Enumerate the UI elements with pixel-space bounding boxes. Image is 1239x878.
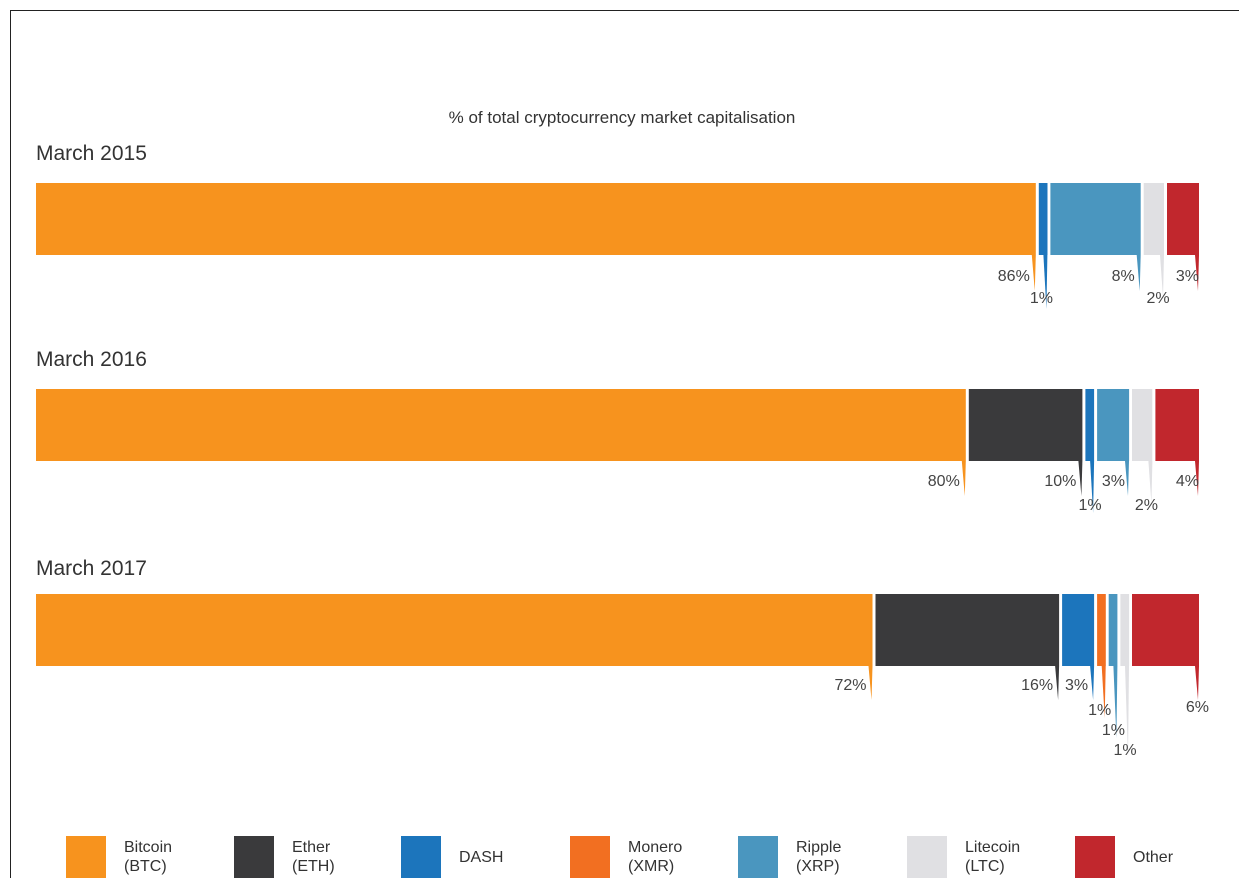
chart-frame (10, 10, 1239, 878)
data-label: 1% (1102, 722, 1125, 739)
data-label: 1% (1030, 290, 1053, 307)
legend-label: DASH (459, 849, 504, 866)
label-leader (1195, 461, 1199, 496)
data-label: 2% (1146, 290, 1169, 307)
bar-segment-monero-xmr (1097, 594, 1106, 666)
data-label: 6% (1186, 699, 1209, 716)
data-label: 1% (1088, 702, 1111, 719)
legend-swatch (907, 836, 947, 878)
label-leader (868, 666, 873, 700)
chart-legend: Bitcoin (BTC) Ether (ETH) DASH Monero (XMR)… (0, 830, 1239, 878)
category-label: March 2016 (36, 348, 147, 371)
bar-segment-ether-eth (968, 389, 1083, 461)
data-label: 3% (1176, 268, 1199, 285)
data-label: 3% (1102, 473, 1125, 490)
label-leader (1031, 255, 1036, 291)
label-leader (1195, 666, 1199, 700)
legend-label: Bitcoin (BTC) (124, 839, 173, 875)
category-label: March 2015 (36, 142, 147, 165)
legend-swatch (570, 836, 610, 878)
bar-segment-dash (1038, 183, 1048, 255)
label-leader (1043, 255, 1048, 309)
data-label: 1% (1079, 497, 1102, 514)
label-leader (1113, 666, 1118, 738)
category-label: March 2017 (36, 557, 147, 580)
bar-segment-bitcoin-btc (36, 183, 1036, 255)
chart-title: % of total cryptocurrency market capital… (449, 108, 796, 127)
data-label: 8% (1112, 268, 1135, 285)
legend-swatch (738, 836, 778, 878)
legend-swatch (234, 836, 274, 878)
label-leader (1090, 666, 1095, 700)
bar-segment-bitcoin-btc (36, 594, 873, 666)
data-label: 2% (1135, 497, 1158, 514)
bar-segment-ripple-xrp (1108, 594, 1118, 666)
data-label: 3% (1065, 677, 1088, 694)
stacked-bar-chart: % of total cryptocurrency market capital… (36, 108, 1209, 759)
label-leader (1090, 461, 1095, 513)
legend-swatch (401, 836, 441, 878)
label-leader (1125, 666, 1129, 758)
bar-segment-bitcoin-btc (36, 389, 966, 461)
data-label: 4% (1176, 473, 1199, 490)
label-leader (1125, 461, 1129, 496)
bar-segment-other (1155, 389, 1199, 461)
data-label: 1% (1113, 742, 1136, 759)
bar-segment-dash (1062, 594, 1095, 666)
label-leader (1078, 461, 1083, 496)
legend-label: Ether (ETH) (292, 839, 335, 875)
label-leader (1148, 461, 1153, 503)
bar-segment-ether-eth (875, 594, 1060, 666)
bar-segment-ripple-xrp (1097, 389, 1130, 461)
legend-label: Ripple (XRP) (796, 839, 842, 875)
bar-segment-other (1132, 594, 1199, 666)
bar-segment-litecoin-ltc (1143, 183, 1164, 255)
bar-segment-litecoin-ltc (1132, 389, 1153, 461)
data-label: 80% (928, 473, 960, 490)
legend-label: Litecoin (LTC) (965, 839, 1021, 875)
legend-swatch (66, 836, 106, 878)
label-leader (1195, 255, 1199, 291)
bar-segment-dash (1085, 389, 1095, 461)
label-leader (961, 461, 966, 496)
bar-segment-other (1167, 183, 1199, 255)
data-label: 72% (834, 677, 866, 694)
bar-segment-litecoin-ltc (1120, 594, 1130, 666)
data-label: 86% (998, 268, 1030, 285)
data-label: 16% (1021, 677, 1053, 694)
label-leader (1160, 255, 1164, 297)
legend-swatch (1075, 836, 1115, 878)
legend-label: Other (1133, 849, 1174, 866)
legend-label: Monero (XMR) (628, 839, 683, 875)
label-leader (1101, 666, 1106, 718)
bar-segment-ripple-xrp (1050, 183, 1141, 255)
label-leader (1136, 255, 1141, 291)
data-label: 10% (1044, 473, 1076, 490)
label-leader (1055, 666, 1060, 700)
